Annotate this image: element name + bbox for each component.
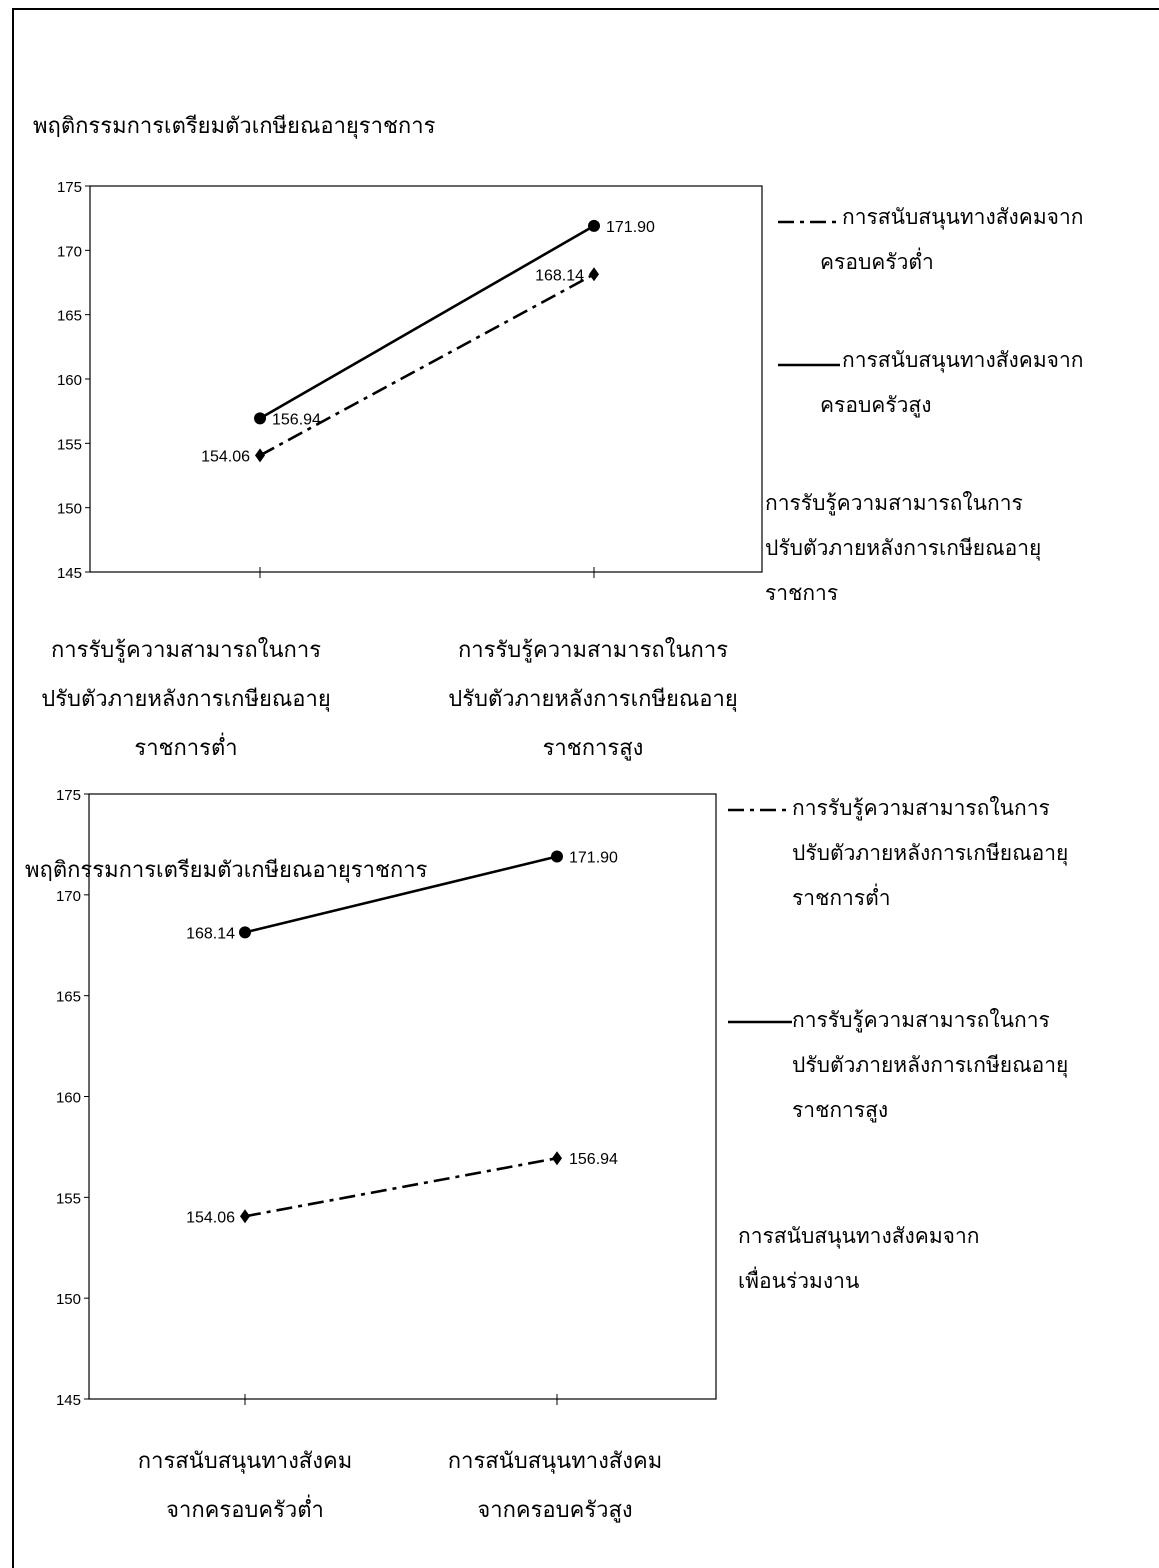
chart2-category-label-high: การสนับสนุนทางสังคม จากครอบครัวสูง <box>447 1449 663 1523</box>
chart2-legend-text-low: การรับรู้ความสามารถในการ ปรับตัวภายหลังก… <box>792 796 1069 910</box>
chart2-y-tick-label: 160 <box>56 1090 81 1107</box>
chart2-series-1-point <box>552 1151 562 1166</box>
chart1-moderator-label: การรับรู้ความสามารถในการ ปรับตัวภายหลังก… <box>765 491 1042 605</box>
chart1-y-tick-label: 170 <box>57 243 82 260</box>
chart1-series-2-data-label: 171.90 <box>606 219 655 236</box>
chart2-y-tick-label: 155 <box>56 1190 81 1207</box>
chart1-series-2-line <box>259 224 595 420</box>
chart1-series-1-point <box>589 267 599 282</box>
chart2-category-label-low: การสนับสนุนทางสังคม จากครอบครัวต่ำ <box>137 1449 353 1523</box>
chart2-plot-area <box>88 793 717 1400</box>
chart1-y-tick-label: 165 <box>57 308 82 325</box>
chart2-y-tick-label: 170 <box>56 888 81 905</box>
chart1-category-label-low: การรับรู้ความสามารถในการ ปรับตัวภายหลังก… <box>41 638 331 761</box>
chart2-moderator-label: การสนับสนุนทางสังคมจาก เพื่อนร่วมงาน <box>738 1224 980 1293</box>
chart1-series-1-data-label: 154.06 <box>201 448 250 465</box>
chart2-series-2-line <box>244 855 558 934</box>
chart2-y-tick-label: 175 <box>56 787 81 804</box>
chart1-series-1-point <box>255 448 265 463</box>
chart1-category-label-high: การรับรู้ความสามารถในการ ปรับตัวภายหลังก… <box>448 638 738 761</box>
chart2-series-2-data-label: 168.14 <box>186 925 235 942</box>
chart2-y-tick-label: 145 <box>56 1392 81 1409</box>
chart1-title: พฤติกรรมการเตรียมตัวเกษียณอายุราชการ <box>33 114 436 139</box>
chart2-title: พฤติกรรมการเตรียมตัวเกษียณอายุราชการ <box>25 858 428 883</box>
chart2-legend-text-high: การรับรู้ความสามารถในการ ปรับตัวภายหลังก… <box>792 1008 1069 1122</box>
chart1-y-tick-label: 175 <box>57 179 82 196</box>
chart1-series-2-data-label: 156.94 <box>272 411 321 428</box>
chart1-y-tick-label: 150 <box>57 501 82 518</box>
figure-frame <box>12 8 1159 1568</box>
chart1-y-tick-label: 160 <box>57 372 82 389</box>
chart2-series-1-data-label: 156.94 <box>569 1151 618 1168</box>
chart1-series-2-point <box>588 219 600 232</box>
chart1-series-1-data-label: 168.14 <box>535 267 584 284</box>
chart1-series-2-point <box>254 412 266 425</box>
chart2-series-1-data-label: 154.06 <box>186 1209 235 1226</box>
chart2-series-1-line <box>244 1156 558 1218</box>
chart2-series-1-point <box>240 1209 250 1224</box>
chart2-series-2-point <box>551 850 563 863</box>
chart2-y-tick-label: 150 <box>56 1291 81 1308</box>
chart2-series-2-point <box>239 926 251 939</box>
chart1-legend-text-high: การสนับสนุนทางสังคมจาก ครอบครัวสูง <box>820 348 1084 417</box>
chart2-series-2-data-label: 171.90 <box>569 850 618 867</box>
chart2-y-tick-label: 165 <box>56 989 81 1006</box>
chart1-y-tick-label: 155 <box>57 436 82 453</box>
chart1-plot-area <box>89 185 763 573</box>
chart1-legend-text-low: การสนับสนุนทางสังคมจาก ครอบครัวต่ำ <box>820 205 1084 274</box>
chart1-y-tick-label: 145 <box>57 565 82 582</box>
